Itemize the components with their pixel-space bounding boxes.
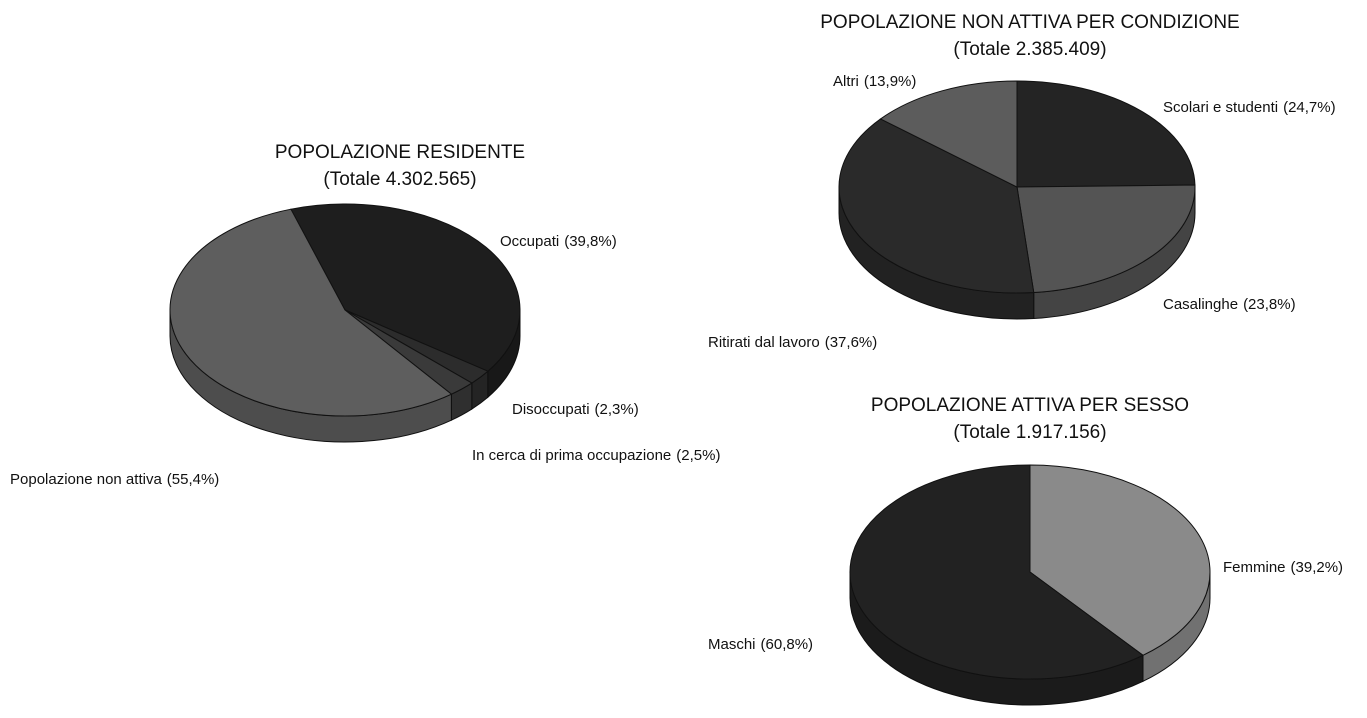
slice-category: Maschi <box>708 636 756 653</box>
pie-side-shade <box>487 310 520 398</box>
slice-value-label: (55,4%) <box>167 471 220 488</box>
pie-slice <box>290 203 521 372</box>
pie-slice <box>1029 464 1211 656</box>
pie-slice <box>1016 184 1196 294</box>
pie-side-shade <box>1033 187 1195 319</box>
pie-side-shade <box>170 310 452 443</box>
slice-value-label: (37,6%) <box>825 334 878 351</box>
slice-label: Popolazione non attiva (55,4%) <box>10 471 219 488</box>
slice-value-label: (2,5%) <box>676 447 720 464</box>
slice-label: Maschi (60,8%) <box>708 636 813 653</box>
slice-label: In cerca di prima occupazione (2,5%) <box>472 447 720 464</box>
pie-slice <box>1016 80 1196 188</box>
pie-side-shade <box>1142 572 1210 682</box>
chart-subtitle: (Totale 1.917.156) <box>953 422 1106 443</box>
slice-label: Scolari e studenti (24,7%) <box>1163 99 1336 116</box>
pie-side-shade <box>850 572 1143 705</box>
slice-label: Altri (13,9%) <box>833 73 916 90</box>
slice-value-label: (60,8%) <box>761 636 814 653</box>
slice-label: Occupati (39,8%) <box>500 233 617 250</box>
slice-category: Altri <box>833 73 859 90</box>
chart-subtitle: (Totale 2.385.409) <box>953 39 1106 60</box>
slice-category: Scolari e studenti <box>1163 99 1278 116</box>
slice-category: In cerca di prima occupazione <box>472 447 671 464</box>
slice-category: Ritirati dal lavoro <box>708 334 820 351</box>
slice-category: Disoccupati <box>512 401 590 418</box>
slice-value-label: (39,2%) <box>1291 559 1344 576</box>
slice-value-label: (39,8%) <box>564 233 617 250</box>
pie-side-shade <box>839 187 1034 319</box>
slice-label: Disoccupati (2,3%) <box>512 401 639 418</box>
chart-title: POPOLAZIONE NON ATTIVA PER CONDIZIONE <box>820 12 1239 33</box>
slice-category: Casalinghe <box>1163 296 1238 313</box>
slice-label: Femmine (39,2%) <box>1223 559 1343 576</box>
slice-value-label: (23,8%) <box>1243 296 1296 313</box>
pie-slice <box>169 208 453 417</box>
pie-slice <box>838 118 1035 294</box>
slice-value-label: (2,3%) <box>595 401 639 418</box>
chart-title: POPOLAZIONE RESIDENTE <box>275 142 525 163</box>
pie-slice <box>879 80 1018 188</box>
pie-slice <box>849 464 1144 680</box>
slice-category: Occupati <box>500 233 559 250</box>
pie-side-shade <box>451 383 472 421</box>
slice-category: Popolazione non attiva <box>10 471 162 488</box>
slice-category: Femmine <box>1223 559 1286 576</box>
chart-subtitle: (Totale 4.302.565) <box>323 169 476 190</box>
slice-label: Casalinghe (23,8%) <box>1163 296 1296 313</box>
chart-title: POPOLAZIONE ATTIVA PER SESSO <box>871 395 1189 416</box>
slice-label: Ritirati dal lavoro (37,6%) <box>708 334 877 351</box>
slice-value-label: (13,9%) <box>864 73 917 90</box>
slice-value-label: (24,7%) <box>1283 99 1336 116</box>
